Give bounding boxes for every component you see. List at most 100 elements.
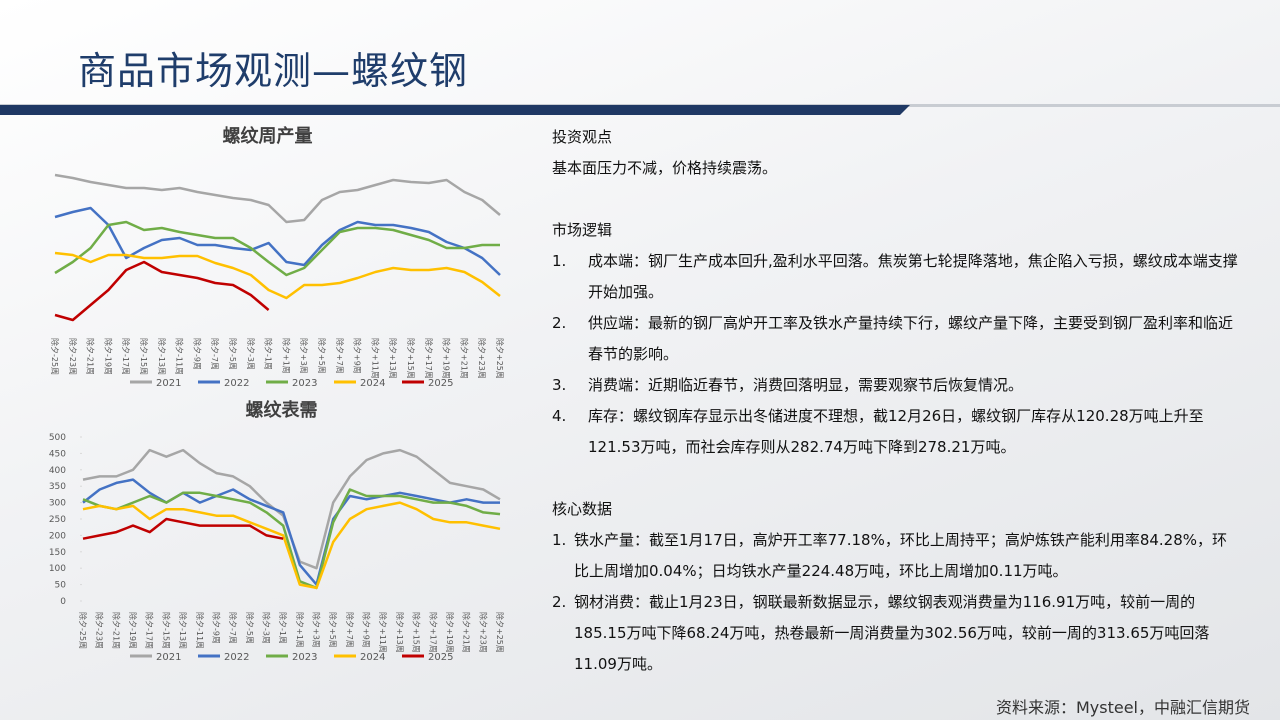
- x-tick-label: 除夕+19周: [442, 338, 452, 379]
- item-number: 3.: [552, 376, 567, 394]
- y-tick-label: 50: [55, 581, 67, 591]
- legend-label: 2025: [428, 378, 453, 389]
- x-tick-label: 除夕+17周: [428, 612, 438, 653]
- paragraph: 基本面压力不减，价格持续震荡。: [552, 159, 778, 177]
- x-tick-label: 除夕+23周: [477, 338, 487, 379]
- x-tick-label: 除夕+9周: [362, 612, 372, 648]
- x-tick-label: 除夕+25周: [495, 338, 505, 379]
- x-tick-label: 除夕+5周: [328, 612, 338, 648]
- legend-label: 2023: [292, 378, 317, 389]
- y-tick-label: 400: [49, 466, 66, 476]
- list-item: 1. 成本端：钢厂生产成本回升,盈利水平回落。焦炭第七轮提降落地，焦企陷入亏损，螺…: [552, 246, 1242, 308]
- x-tick-label: 除夕-15周: [139, 338, 149, 375]
- item-number: 4.: [552, 407, 567, 425]
- section: 投资观点基本面压力不减，价格持续震荡。: [552, 122, 1242, 184]
- section-heading: 核心数据: [552, 500, 613, 518]
- list-item: 4. 库存：螺纹钢库存显示出冬储进度不理想，截12月26日，螺纹钢厂库存从120.…: [552, 401, 1242, 463]
- y-tick-label: 200: [49, 531, 66, 541]
- list-item: 3. 消费端：近期临近春节，消费回落明显，需要观察节后恢复情况。: [552, 370, 1242, 401]
- legend-label: 2021: [156, 652, 181, 663]
- section: 核心数据 1. 铁水产量：截至1月17日，高炉开工率77.18%，环比上周持平；高炉…: [552, 494, 1242, 680]
- section-heading: 市场逻辑: [552, 221, 613, 239]
- x-tick-label: 除夕+1周: [295, 612, 305, 648]
- x-tick-label: 除夕+23周: [478, 612, 488, 653]
- x-tick-label: 除夕+13周: [395, 612, 405, 653]
- x-tick-label: 除夕+11周: [370, 338, 380, 379]
- item-text: 钢材消费：截止1月23日，钢联最新数据显示，螺纹钢表观消费量为116.91万吨，…: [574, 593, 1210, 673]
- x-tick-label: 除夕-7周: [210, 338, 220, 370]
- chart-title: 螺纹周产量: [223, 125, 313, 147]
- x-tick-label: 除夕-17周: [121, 338, 131, 375]
- x-tick-label: 除夕+19周: [445, 612, 455, 653]
- x-tick-label: 除夕-19周: [103, 338, 113, 375]
- series-line: [82, 501, 501, 590]
- x-tick-label: 除夕-13周: [157, 338, 167, 375]
- x-tick-label: 除夕-5周: [228, 338, 238, 370]
- x-tick-label: 除夕-19周: [128, 612, 138, 649]
- x-tick-label: 除夕-25周: [78, 612, 88, 649]
- legend-label: 2022: [224, 378, 249, 389]
- item-number: 2.: [552, 593, 567, 611]
- legend-label: 2021: [156, 378, 181, 389]
- text-panel: 投资观点基本面压力不减，价格持续震荡。 市场逻辑 1. 成本端：钢厂生产成本回升,盈利…: [552, 122, 1242, 711]
- y-tick-label: 500: [49, 433, 66, 443]
- list-item: 2. 供应端：最新的钢厂高炉开工率及铁水产量持续下行，螺纹产量下降，主要受到钢厂盈…: [552, 308, 1242, 370]
- series-line: [82, 488, 501, 590]
- legend-label: 2022: [224, 652, 249, 663]
- x-tick-label: 除夕-1周: [278, 612, 288, 644]
- section: 市场逻辑 1. 成本端：钢厂生产成本回升,盈利水平回落。焦炭第七轮提降落地，焦企陷入…: [552, 215, 1242, 463]
- x-tick-label: 除夕-15周: [161, 612, 171, 649]
- x-tick-label: 除夕+7周: [345, 612, 355, 648]
- list-item: 1. 铁水产量：截至1月17日，高炉开工率77.18%，环比上周持平；高炉炼铁产能…: [552, 525, 1242, 587]
- x-tick-label: 除夕+3周: [299, 338, 309, 374]
- legend-label: 2024: [360, 652, 385, 663]
- x-tick-label: 除夕+7周: [335, 338, 345, 374]
- x-tick-label: 除夕+17周: [424, 338, 434, 379]
- section-heading: 投资观点: [552, 128, 613, 146]
- y-tick-label: 300: [49, 499, 66, 509]
- item-number: 2.: [552, 314, 567, 332]
- x-tick-label: 除夕+9周: [353, 338, 363, 374]
- x-tick-label: 除夕-23周: [95, 612, 105, 649]
- x-tick-label: 除夕-5周: [245, 612, 255, 644]
- y-tick-label: 100: [49, 564, 66, 574]
- x-tick-label: 除夕+1周: [281, 338, 291, 374]
- x-tick-label: 除夕-21周: [86, 338, 96, 375]
- x-tick-label: 除夕-23周: [68, 338, 78, 375]
- legend-label: 2025: [428, 652, 453, 663]
- series-line: [82, 517, 284, 540]
- y-tick-label: 250: [49, 515, 66, 525]
- x-tick-label: 除夕+15周: [412, 612, 422, 653]
- chart-title: 螺纹表需: [246, 399, 318, 421]
- x-tick-label: 除夕+21周: [459, 338, 469, 379]
- x-tick-label: 除夕-25周: [50, 338, 60, 375]
- x-tick-label: 除夕-9周: [211, 612, 221, 644]
- x-tick-label: 除夕-21周: [111, 612, 121, 649]
- x-tick-label: 除夕-7周: [228, 612, 238, 644]
- header-band: [0, 105, 910, 115]
- x-tick-label: 除夕-3周: [246, 338, 256, 370]
- item-number: 1.: [552, 252, 567, 270]
- x-tick-label: 除夕-11周: [175, 338, 185, 375]
- x-tick-label: 除夕-3周: [261, 612, 271, 644]
- y-tick-label: 0: [60, 597, 66, 607]
- header-bar: [0, 104, 1280, 115]
- x-tick-label: 除夕+3周: [312, 612, 322, 648]
- y-tick-label: 150: [49, 548, 66, 558]
- item-text: 成本端：钢厂生产成本回升,盈利水平回落。焦炭第七轮提降落地，焦企陷入亏损，螺纹成…: [588, 252, 1238, 301]
- y-tick-label: 350: [49, 482, 66, 492]
- item-number: 1.: [552, 531, 567, 549]
- legend-label: 2023: [292, 652, 317, 663]
- x-tick-label: 除夕-1周: [264, 338, 274, 370]
- item-text: 库存：螺纹钢库存显示出冬储进度不理想，截12月26日，螺纹钢厂库存从120.28…: [588, 407, 1204, 456]
- slide-title: 商品市场观测—螺纹钢: [78, 49, 469, 93]
- x-tick-label: 除夕-9周: [192, 338, 202, 370]
- y-tick-label: 450: [49, 449, 66, 459]
- item-text: 铁水产量：截至1月17日，高炉开工率77.18%，环比上周持平；高炉炼铁产能利用…: [574, 531, 1228, 580]
- x-tick-label: 除夕-17周: [145, 612, 155, 649]
- series-line: [54, 251, 501, 300]
- source: 资料来源：Mysteel，中融汇信期货: [995, 698, 1250, 717]
- x-tick-label: 除夕+11周: [378, 612, 388, 653]
